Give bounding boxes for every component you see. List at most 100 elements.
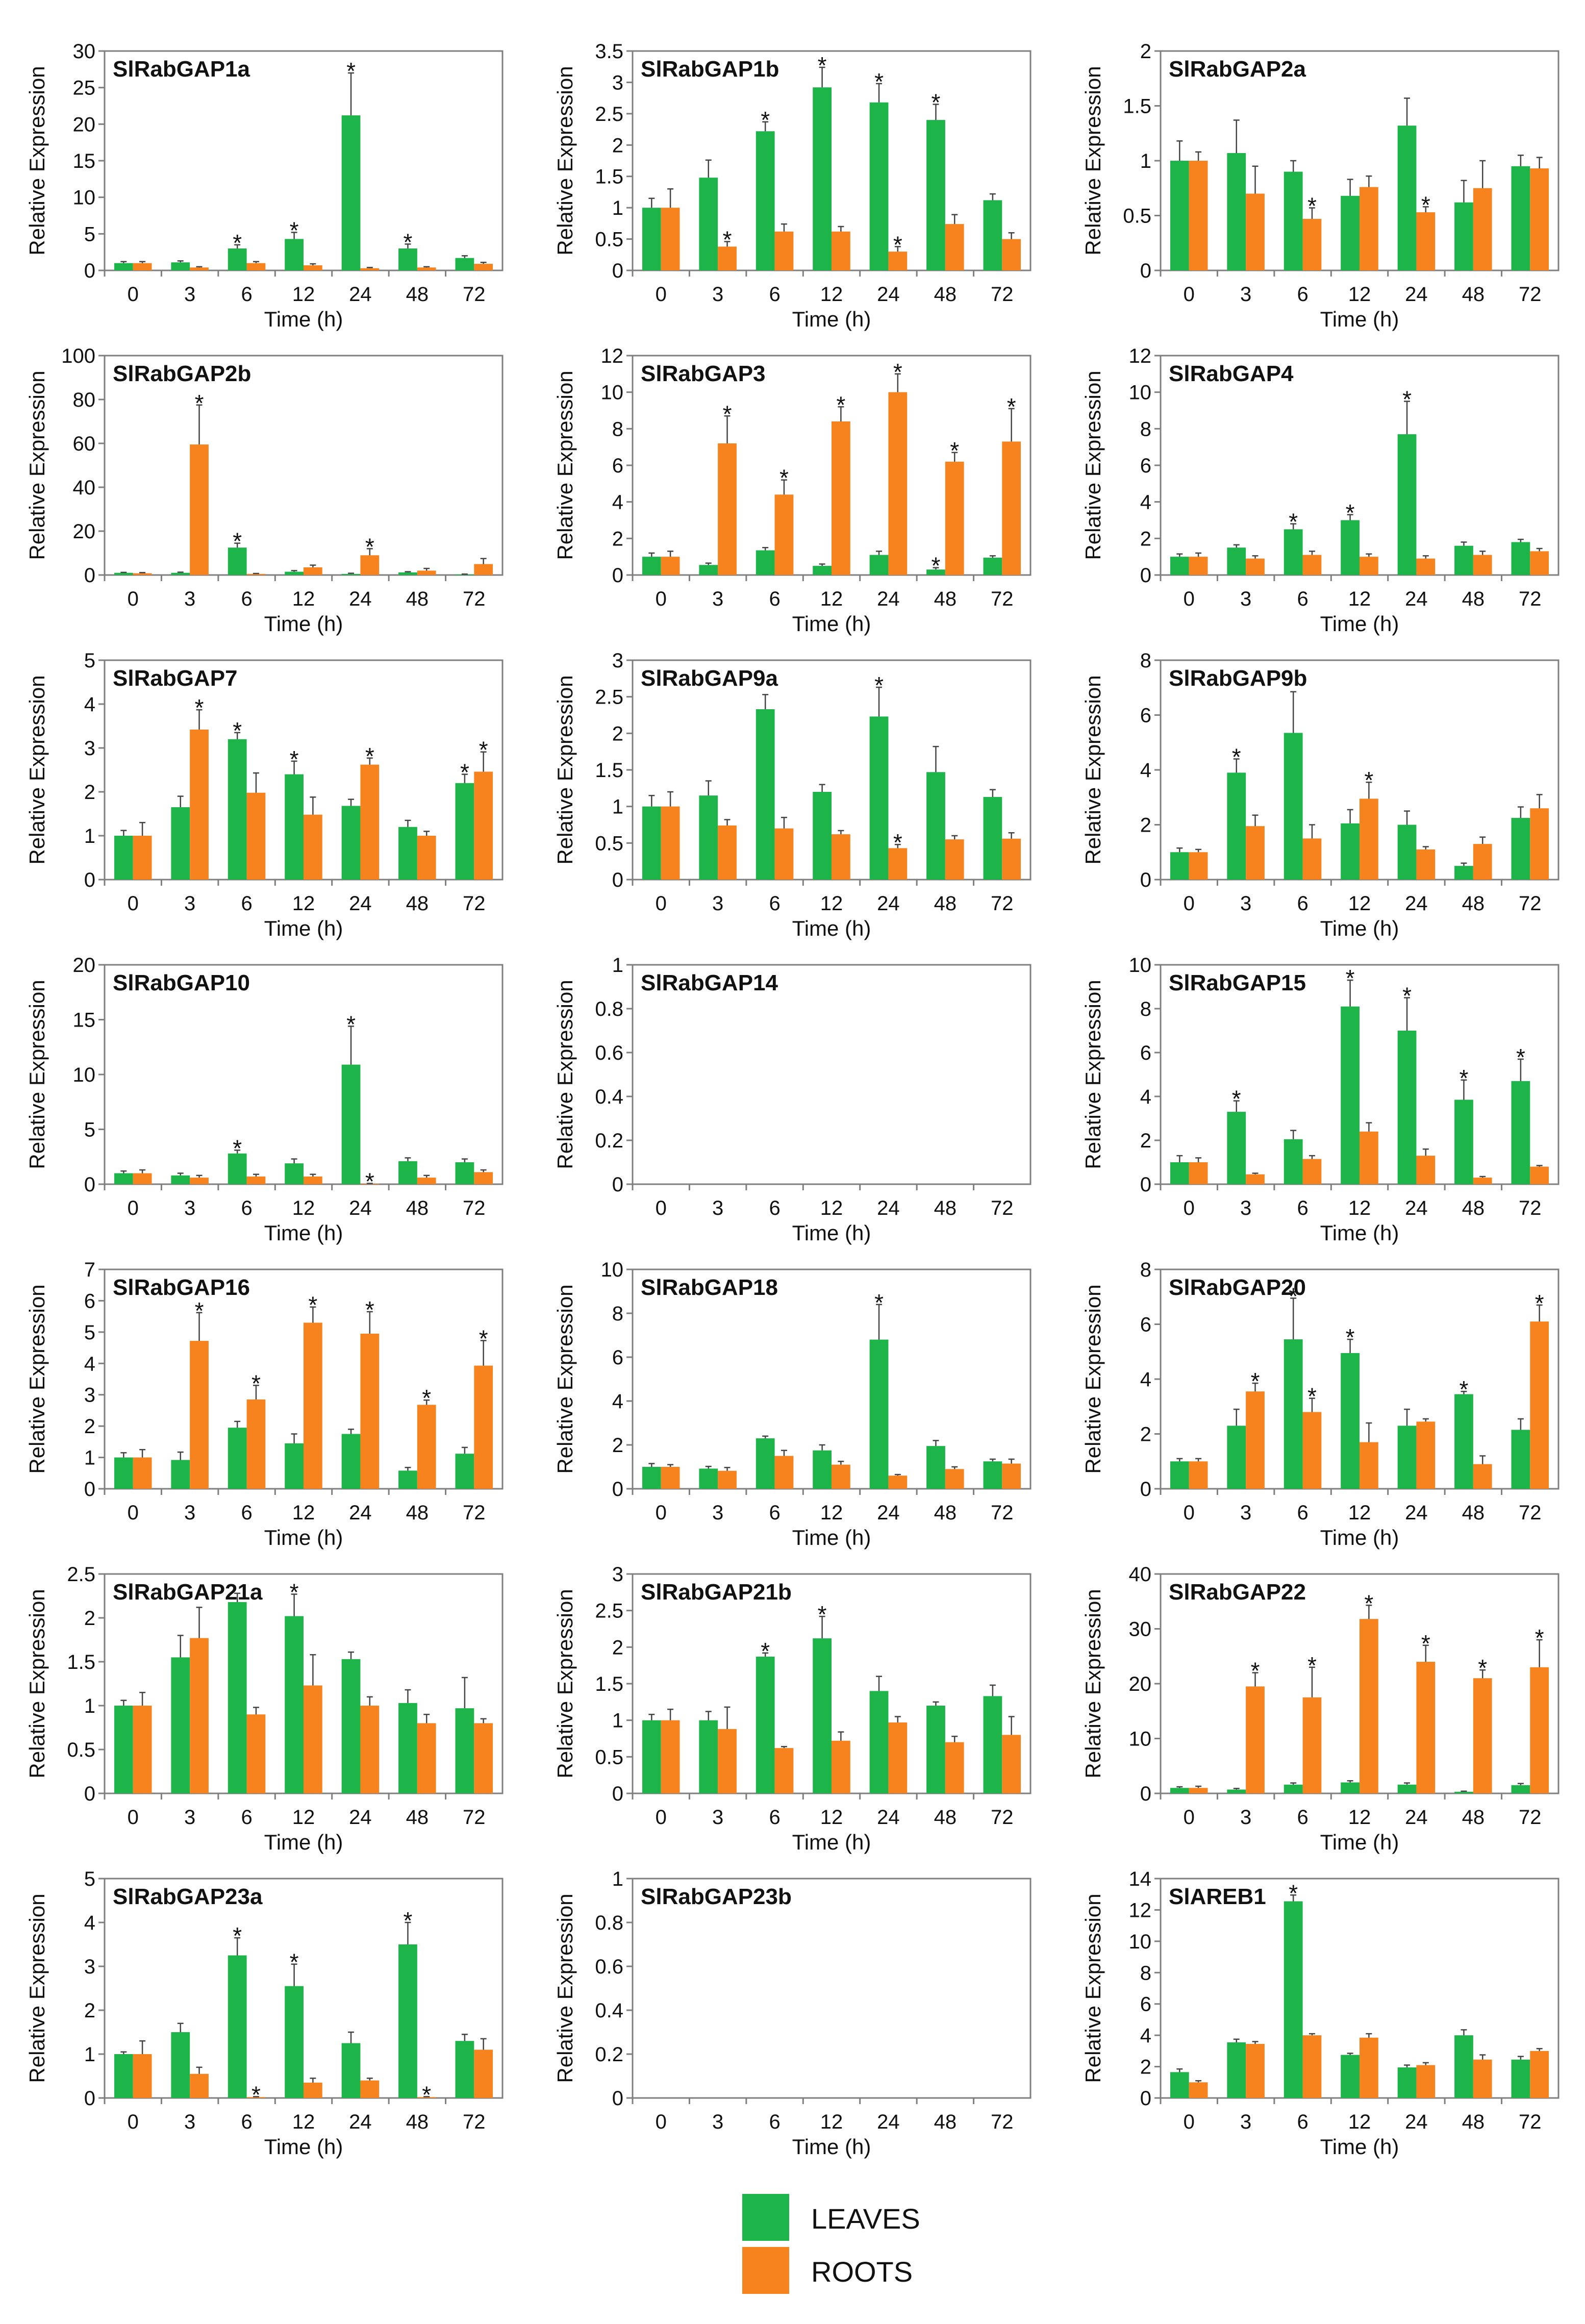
- y-axis-title: Relative Expression: [25, 1893, 49, 2083]
- panel-title: SlRabGAP2a: [1169, 57, 1306, 82]
- bar-roots: [133, 1706, 152, 1793]
- significance-star: *: [290, 746, 299, 772]
- bar-leaves: [1511, 818, 1530, 880]
- y-tick-label: 3: [84, 1956, 95, 1978]
- bar-roots: [945, 1469, 964, 1489]
- bar-leaves: [642, 806, 661, 880]
- bar-leaves: [1454, 866, 1473, 880]
- y-tick-label: 4: [84, 1912, 95, 1934]
- x-tick-label: 72: [991, 2111, 1014, 2133]
- bar-leaves: [1511, 1430, 1530, 1489]
- x-tick-label: 24: [349, 2111, 372, 2133]
- y-tick-label: 100: [61, 345, 95, 367]
- bar-roots: [1246, 1686, 1265, 1793]
- bar-roots: [1416, 212, 1436, 270]
- plot-frame: [632, 1878, 1031, 2099]
- bar-roots: [304, 1176, 322, 1184]
- significance-star: *: [1289, 509, 1298, 535]
- bar-leaves: [1170, 1162, 1189, 1184]
- bar-leaves: [869, 716, 889, 880]
- bar-leaves: [398, 827, 417, 880]
- y-tick-label: 25: [73, 77, 96, 99]
- y-tick-label: 0: [84, 564, 95, 587]
- bar-leaves: [983, 797, 1002, 880]
- x-tick-label: 72: [1519, 2111, 1542, 2133]
- bar-roots: [1302, 838, 1322, 880]
- bar-roots: [1302, 1412, 1322, 1489]
- y-tick-label: 20: [73, 113, 96, 136]
- panel-title: SlRabGAP3: [641, 361, 766, 386]
- bar-roots: [945, 1742, 964, 1793]
- y-tick-label: 6: [1140, 705, 1151, 727]
- x-tick-label: 12: [820, 1197, 843, 1219]
- y-tick-label: 2: [612, 134, 623, 157]
- bar-leaves: [1284, 1339, 1303, 1489]
- x-axis-title: Time (h): [1320, 916, 1399, 940]
- y-tick-label: 3: [612, 71, 623, 94]
- chart-panel-slrabgap2a: 0 0.5 1 1.5 2 0 3 * 6 12 * 24 48 72 SlRabGAP2a Time (h)…: [1081, 40, 1559, 331]
- x-tick-label: 48: [1462, 588, 1485, 610]
- x-tick-label: 24: [1405, 588, 1428, 610]
- bar-roots: [1302, 218, 1322, 270]
- bar-roots: [474, 771, 493, 880]
- bar-roots: [832, 231, 850, 270]
- y-tick-label: 0.5: [595, 1746, 623, 1768]
- bar-leaves: [699, 178, 718, 270]
- bar-leaves: [114, 836, 133, 880]
- y-tick-label: 0: [1140, 1783, 1151, 1805]
- x-tick-label: 0: [128, 1197, 139, 1219]
- y-tick-label: 3: [84, 737, 95, 760]
- bar-roots: [1246, 1174, 1265, 1184]
- bar-roots: [1189, 1788, 1208, 1793]
- bar-leaves: [1454, 1791, 1473, 1793]
- y-tick-label: 0: [1140, 869, 1151, 891]
- y-tick-label: 6: [84, 1290, 95, 1312]
- x-tick-label: 24: [1405, 1502, 1428, 1524]
- bar-roots: [360, 2080, 380, 2098]
- significance-star: *: [874, 672, 884, 698]
- x-tick-label: 6: [241, 2111, 252, 2133]
- bar-roots: [661, 557, 680, 575]
- x-tick-label: 12: [292, 1502, 315, 1524]
- x-tick-label: 24: [349, 892, 372, 915]
- bar-roots: [1530, 808, 1549, 880]
- bar-leaves: [114, 1457, 133, 1489]
- x-axis-title: Time (h): [264, 307, 343, 331]
- y-tick-label: 0.5: [1123, 205, 1151, 228]
- bar-roots: [133, 1173, 152, 1184]
- bar-roots: [1002, 239, 1021, 270]
- y-tick-label: 2: [1140, 1130, 1151, 1152]
- bar-leaves: [114, 572, 133, 575]
- bar-leaves: [1511, 1785, 1530, 1793]
- x-axis-title: Time (h): [1320, 1830, 1399, 1854]
- bar-leaves: [926, 120, 945, 270]
- bar-leaves: [455, 258, 474, 270]
- significance-star: *: [1364, 767, 1373, 793]
- significance-star: *: [1307, 192, 1317, 219]
- x-tick-label: 12: [820, 2111, 843, 2133]
- y-axis-title: Relative Expression: [1081, 66, 1105, 255]
- y-tick-label: 4: [612, 491, 623, 514]
- significance-star: *: [290, 1949, 299, 1976]
- significance-star: *: [874, 1289, 884, 1316]
- y-tick-label: 20: [73, 520, 96, 543]
- significance-star: *: [365, 743, 374, 769]
- y-tick-label: 4: [84, 693, 95, 716]
- y-tick-label: 0: [612, 260, 623, 282]
- bar-leaves: [228, 1602, 247, 1793]
- x-tick-label: 12: [1348, 892, 1371, 915]
- y-tick-label: 0: [1140, 1478, 1151, 1501]
- bar-roots: [417, 836, 436, 880]
- y-axis-title: Relative Expression: [25, 675, 49, 864]
- x-tick-label: 3: [184, 588, 195, 610]
- bar-leaves: [1284, 171, 1303, 270]
- x-tick-label: 12: [820, 892, 843, 915]
- bar-roots: [417, 267, 436, 270]
- significance-star: *: [1251, 1368, 1260, 1394]
- significance-star: *: [874, 68, 884, 95]
- x-tick-label: 24: [1405, 1197, 1428, 1219]
- significance-star: *: [1346, 1324, 1355, 1351]
- y-tick-label: 6: [1140, 1993, 1151, 2016]
- x-tick-label: 24: [877, 2111, 900, 2133]
- y-tick-label: 2: [1140, 40, 1151, 63]
